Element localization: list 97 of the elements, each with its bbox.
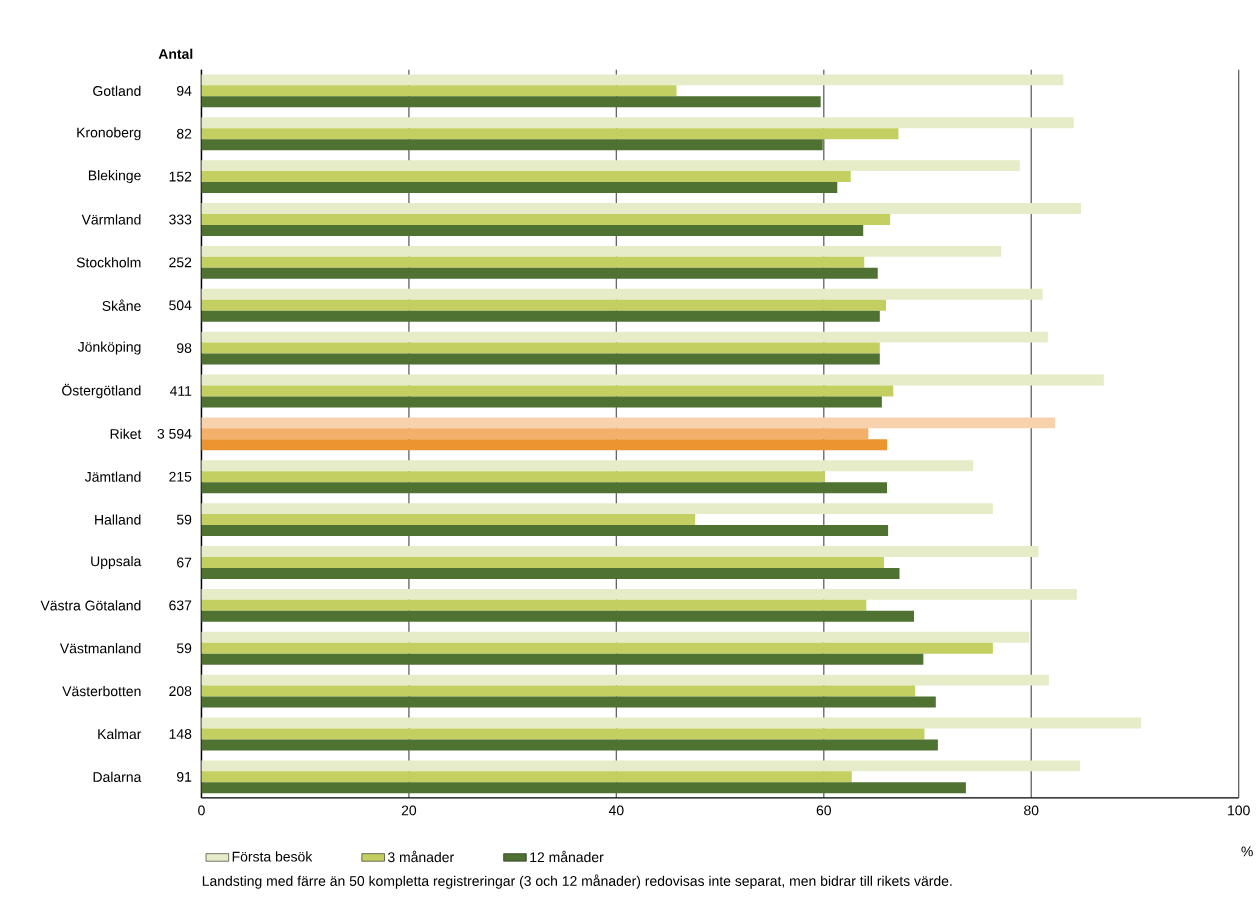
x-axis-title: %	[1241, 846, 1253, 857]
bar	[201, 203, 1082, 215]
bar	[201, 385, 894, 397]
y-tick-label: Kronoberg	[77, 127, 141, 141]
bar	[201, 310, 880, 322]
bar	[201, 439, 888, 451]
y2-tick-label: 215	[169, 471, 192, 482]
bar	[201, 674, 1049, 686]
bar	[201, 396, 882, 408]
x-tick-label: 60	[816, 805, 832, 816]
y-tick-label: Uppsala	[91, 556, 142, 570]
bar	[201, 331, 1048, 343]
bar	[201, 428, 869, 440]
y2-tick-label: 82	[176, 128, 192, 139]
y2-tick-label: 98	[177, 343, 192, 354]
y2-tick-label: 252	[169, 257, 192, 268]
x-tick-label: 0	[198, 805, 205, 816]
y-tick-label: Riket	[110, 428, 142, 440]
bar	[201, 771, 852, 783]
legend-label: 3 månader	[387, 850, 454, 863]
y2-tick-label: 59	[176, 643, 192, 654]
y2-tick-label: 411	[169, 386, 192, 396]
x-tick-label: 100	[1228, 805, 1250, 816]
bar	[201, 728, 925, 740]
y-tick-label: Jönköping	[77, 341, 141, 355]
bar	[201, 225, 864, 237]
bar	[201, 631, 1030, 643]
y2-axis-title: Antal	[158, 48, 193, 60]
bar	[201, 514, 696, 526]
y-tick-label: Gotland	[93, 85, 141, 97]
y2-tick-label: 91	[177, 772, 192, 783]
y-tick-label: Stockholm	[76, 257, 141, 268]
bar	[201, 96, 821, 108]
legend-label: Första besök	[232, 851, 313, 862]
bar	[201, 611, 915, 622]
bar	[201, 717, 1142, 729]
bar	[201, 589, 1077, 601]
bar	[201, 696, 936, 708]
bar	[201, 482, 888, 494]
bar	[201, 739, 938, 751]
y-tick-label: Skåne	[102, 299, 141, 312]
bar	[201, 246, 1002, 258]
x-tick-label: 20	[401, 805, 417, 816]
bar	[201, 417, 1056, 429]
y2-tick-label: 504	[169, 300, 192, 311]
bar	[201, 760, 1080, 772]
bar	[201, 460, 974, 472]
legend-label: 12 månader	[530, 850, 604, 863]
text: Landsting med färre än 50 kompletta registreringar (3 och 12 månader) redovisas inte separat, men bidrar till rikets värde.	[202, 874, 952, 889]
bar	[201, 568, 900, 580]
y-tick-label: Blekinge	[88, 170, 141, 184]
bar	[201, 117, 1074, 129]
y-tick-label: Västerbotten	[62, 686, 141, 697]
bar	[201, 642, 993, 654]
bar	[201, 685, 916, 697]
y2-tick-label: 333	[169, 214, 192, 225]
y-tick-label: Västra Götaland	[40, 600, 141, 611]
bar	[201, 653, 924, 665]
y-tick-label: Halland	[95, 514, 141, 525]
y-tick-label: Jämtland	[84, 471, 141, 483]
bar	[201, 128, 899, 140]
bar	[201, 257, 865, 269]
bar	[201, 85, 677, 97]
bar	[201, 214, 891, 226]
x-tick-label: 40	[608, 805, 624, 816]
x-tick-label: 80	[1024, 805, 1039, 816]
bar	[201, 299, 887, 311]
y2-tick-label: 3 594	[157, 429, 192, 439]
bar	[201, 782, 966, 794]
y2-tick-label: 67	[177, 557, 192, 568]
bar	[201, 139, 823, 151]
bar	[201, 503, 993, 515]
y2-tick-label: 59	[176, 514, 192, 525]
y-tick-label: Värmland	[81, 214, 141, 225]
bar	[201, 171, 851, 183]
bar	[201, 268, 878, 279]
bar	[201, 557, 884, 569]
bar	[201, 546, 1039, 558]
y2-tick-label: 148	[169, 729, 192, 740]
bar	[201, 600, 867, 612]
y2-tick-label: 208	[169, 686, 192, 697]
bar	[201, 182, 838, 194]
bar	[201, 525, 889, 537]
y-tick-label: Västmanland	[59, 643, 141, 654]
y2-tick-label: 637	[169, 600, 192, 611]
y-tick-label: Dalarna	[93, 771, 142, 783]
y2-tick-label: 152	[169, 171, 192, 182]
y-tick-label: Östergötland	[62, 383, 141, 399]
y2-tick-label: 94	[177, 86, 192, 96]
y-tick-label: Kalmar	[98, 729, 142, 740]
bar	[201, 353, 880, 365]
bar	[201, 288, 1043, 300]
bar	[201, 342, 880, 354]
bar	[201, 374, 1104, 386]
bar	[201, 471, 825, 483]
bar	[201, 160, 1020, 172]
bar	[201, 74, 1064, 86]
